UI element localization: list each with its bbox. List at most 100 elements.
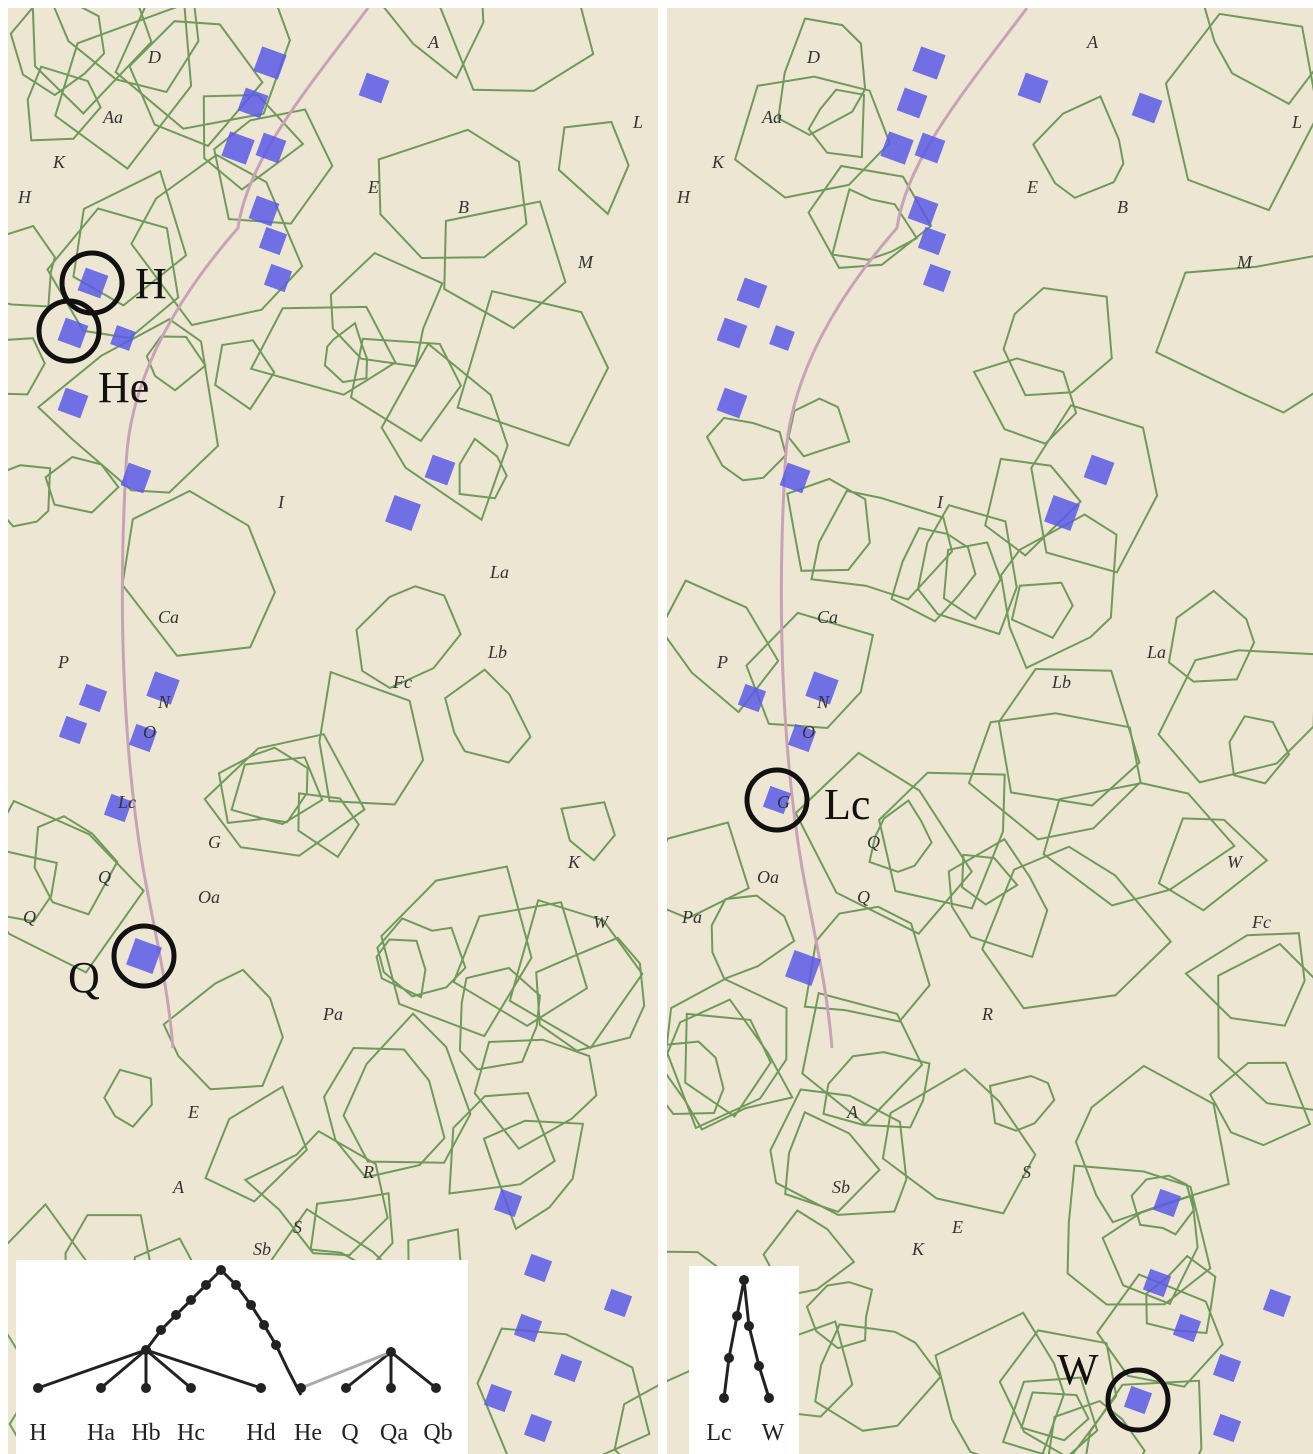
parcel-letter: E [1026,177,1038,197]
parcel-letter: M [1236,252,1253,272]
parcel-letter: Ca [158,607,179,627]
parcel-letter: Q [98,867,111,887]
tree-leaf-label: Q [341,1420,358,1446]
main-road [779,8,1029,1049]
parcel-outline [114,8,291,130]
parcel-outline [121,489,276,657]
parcel-letter: Q [857,887,870,907]
parcel-outline [805,1281,874,1350]
parcel-outline [213,108,334,225]
parcel-outline [383,8,485,80]
building-cluster [779,462,811,494]
parcel-outline [380,342,509,522]
building-cluster [1262,1288,1292,1318]
building-cluster [128,723,158,753]
parcel-letter: La [1146,642,1166,662]
parcel-letter: O [802,722,815,742]
parcel-outline [297,792,361,859]
parcel-letter: A [427,32,440,52]
parcel-letter: Q [23,907,36,927]
building-cluster [57,387,89,419]
building-cluster [248,195,280,227]
building-cluster [1131,92,1163,124]
parcel-letter: L [1291,112,1302,132]
parcel-outline [998,1329,1118,1454]
parcel-outline [53,8,200,94]
parcel-letter: P [57,652,69,672]
building-cluster [805,671,839,705]
building-cluster [255,132,287,164]
parcel-outline [323,1046,446,1179]
parcel-letter: Lc [117,792,136,812]
parcel-outline [375,938,427,999]
parcel-outline [1228,715,1291,785]
parcel-letter: E [187,1102,199,1122]
tree-leaf-label: Hc [177,1420,205,1446]
parcel-outline [458,437,508,500]
parcel-outline [8,799,145,974]
parcel-outline [560,801,616,862]
building-cluster [769,325,795,351]
building-cluster [787,723,817,753]
parcel-outline [452,901,589,1027]
building-cluster [424,454,456,486]
parcel-outline [1010,581,1074,640]
parcel-letter: E [951,1217,963,1237]
parcel-outline [1157,817,1269,912]
parcel-outline [1167,589,1256,683]
parcel-letter: Sb [832,1177,850,1197]
parcel-outline [801,991,924,1126]
parcel-outline [710,894,796,981]
parcel-outline [613,1384,658,1454]
tree-leaf-label: W [762,1420,785,1446]
parcel-outline [439,8,595,92]
parcel-letter: K [567,852,581,872]
site-label-q: Q [68,953,100,1002]
parcel-letter: Oa [198,887,220,907]
parcel-outline [916,504,1018,636]
parcel-outline [203,733,366,857]
parcel-letter: G [777,792,790,812]
parcel-outline [145,335,207,392]
building-cluster [253,46,287,80]
genealogy-tree-inset-left: H Ha Hb Hc Hd He Q Qa Qb [16,1260,468,1454]
parcel-outline [1001,1376,1099,1454]
parcel-outline [972,357,1078,445]
parcel-outline [1032,95,1125,199]
building-cluster [1142,1268,1172,1298]
building-cluster [917,226,947,256]
parcel-outline [128,20,264,148]
parcel-outline [535,936,646,1052]
parcel-outline [1042,782,1236,907]
parcel-outline [72,169,188,307]
building-cluster [493,1188,523,1218]
parcel-outline [1157,649,1313,784]
building-cluster [523,1253,553,1283]
parcel-outline [456,290,610,447]
parcel-letter: P [716,652,728,672]
building-cluster [221,131,255,165]
parcel-letter: D [147,47,161,67]
parcel-outline [810,489,954,601]
parcel-outline [476,1327,651,1454]
tree-leaf-label: Ha [87,1420,115,1446]
parcel-outline [380,865,533,1038]
parcel-letter: K [52,152,66,172]
parcel-letter: Q [867,832,880,852]
parcel-outline [26,65,102,142]
parcel-outline [784,1110,881,1213]
building-cluster [912,46,946,80]
parcel-outline [997,667,1141,807]
parcel-letter: Fc [1251,912,1271,932]
parcel-outline [31,8,153,115]
building-cluster [922,263,952,293]
building-cluster [1083,454,1115,486]
building-cluster [483,1383,513,1413]
building-cluster [1212,1413,1242,1443]
parcel-outline [1154,255,1313,414]
tree-leaf-label: Lc [706,1420,731,1446]
building-cluster [896,87,928,119]
parcel-outline [349,337,463,443]
parcel-letter: G [208,832,221,852]
